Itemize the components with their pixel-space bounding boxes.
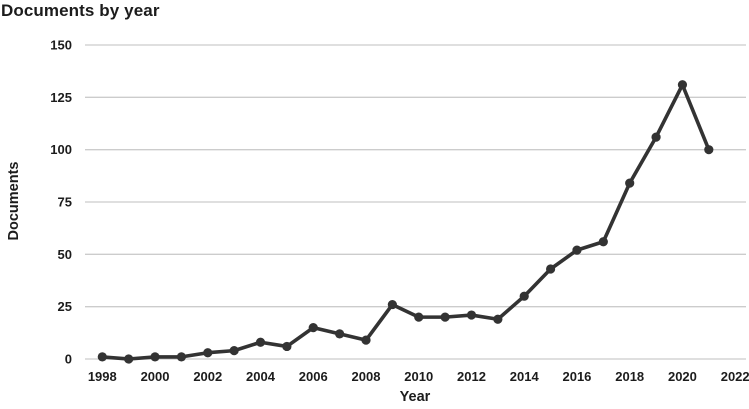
- y-tick-label-0: 0: [65, 352, 72, 367]
- data-point-1998: [97, 352, 107, 362]
- y-tick-label-150: 150: [50, 38, 72, 53]
- data-point-2000: [150, 352, 160, 362]
- data-point-2019: [651, 132, 661, 142]
- data-point-2004: [255, 337, 266, 347]
- x-tick-label-2012: 2012: [457, 369, 486, 384]
- x-tick-label-2008: 2008: [352, 369, 381, 384]
- data-point-2018: [625, 178, 635, 188]
- data-point-2011: [440, 312, 450, 322]
- data-point-2014: [519, 291, 529, 301]
- data-point-2016: [572, 245, 582, 255]
- documents-series-line: [100, 82, 711, 361]
- x-tick-label-2014: 2014: [510, 369, 540, 384]
- data-point-2015: [545, 264, 556, 274]
- x-tick-label-2022: 2022: [721, 369, 749, 384]
- data-point-2017: [598, 237, 608, 247]
- x-axis-title: Year: [399, 389, 431, 405]
- data-point-1999: [124, 354, 134, 364]
- x-tick-label-2016: 2016: [562, 369, 591, 384]
- data-point-2013: [493, 314, 503, 324]
- data-point-2008: [361, 335, 371, 345]
- x-tick-label-1998: 1998: [88, 369, 117, 384]
- y-tick-label-100: 100: [50, 142, 72, 157]
- x-tick-label-2020: 2020: [668, 369, 697, 384]
- x-tick-label-2018: 2018: [615, 369, 644, 384]
- data-point-2006: [308, 323, 318, 333]
- data-point-2020: [677, 80, 688, 90]
- data-point-2001: [176, 352, 187, 362]
- chart-title: Documents by year: [1, 1, 160, 20]
- x-tick-label-2002: 2002: [193, 369, 222, 384]
- data-point-2007: [335, 329, 345, 339]
- data-point-2003: [229, 346, 239, 356]
- data-point-2002: [203, 348, 213, 358]
- x-tick-label-2006: 2006: [299, 369, 328, 384]
- y-tick-label-25: 25: [58, 299, 72, 314]
- y-tick-label-75: 75: [58, 195, 72, 210]
- x-tick-label-2010: 2010: [404, 369, 433, 384]
- y-tick-label-125: 125: [50, 90, 72, 105]
- data-point-2009: [387, 299, 397, 310]
- data-point-2005: [282, 341, 292, 352]
- data-point-2010: [414, 312, 424, 322]
- x-tick-label-2000: 2000: [141, 369, 170, 384]
- x-tick-label-2004: 2004: [246, 369, 276, 384]
- data-point-2021: [704, 145, 714, 155]
- y-tick-label-50: 50: [58, 247, 72, 262]
- data-point-2012: [466, 310, 477, 320]
